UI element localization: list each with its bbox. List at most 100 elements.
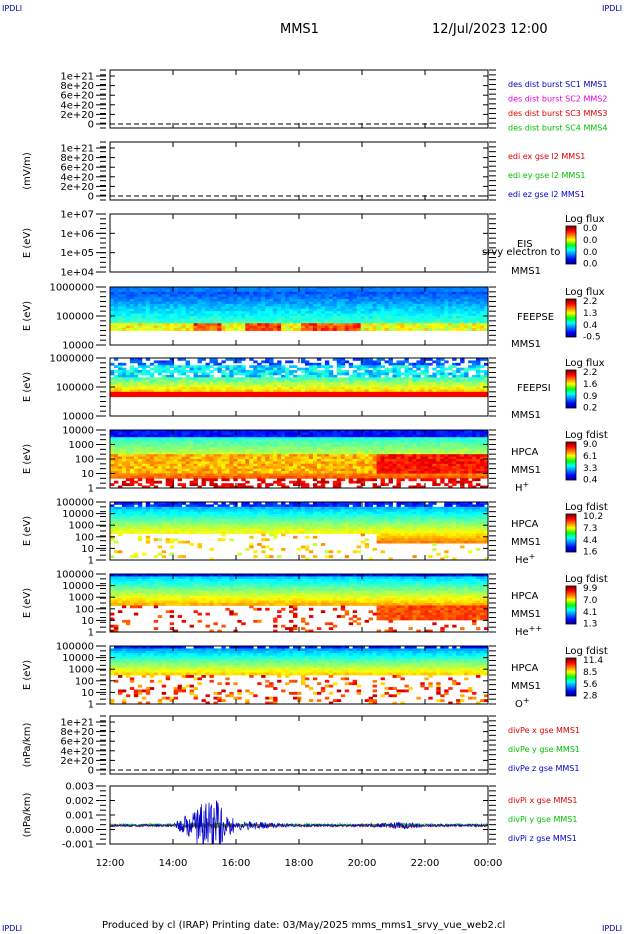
spacecraft-label: MMS1 [511, 266, 541, 277]
y-tick-label: 0 [88, 766, 94, 777]
colorbar-tick-label: 0.4 [583, 476, 598, 486]
series-line-3 [110, 800, 488, 844]
y-tick-label: 100000 [56, 383, 94, 394]
y-tick-label: 0.002 [65, 796, 94, 807]
colorbar-tick-label: 7.0 [583, 596, 598, 606]
p11-ylabel: (nPa/km) [22, 793, 33, 838]
p3-ylabel: E (eV) [22, 228, 33, 258]
overlapping-label: srvy electron to [482, 247, 560, 258]
p9-spectrogram [110, 646, 488, 704]
p7-spectrogram [110, 502, 488, 560]
colorbar-tick-label: 2.2 [583, 297, 597, 307]
x-tick-label: 12:00 [96, 858, 125, 869]
instrument-label: HPCA [511, 591, 539, 602]
colorbar-tick-label: 9.0 [583, 440, 598, 450]
colorbar [565, 225, 577, 265]
y-tick-label: 10000 [62, 653, 94, 664]
legend-entry: edi ex gse l2 MMS1 [508, 152, 585, 161]
y-tick-label: 1e+21 [60, 72, 94, 83]
y-tick-label: 100 [75, 676, 94, 687]
y-tick-label: 8e+20 [60, 81, 94, 92]
y-tick-label: 4e+20 [60, 746, 94, 757]
y-tick-label: 1000000 [49, 354, 94, 365]
colorbar-tick-label: 7.3 [583, 524, 597, 534]
y-tick-label: 1 [88, 484, 94, 495]
instrument-label: HPCA [511, 663, 539, 674]
y-tick-label: 10 [81, 688, 94, 699]
legend-entry: divPi x gse MMS1 [508, 796, 577, 805]
corner-label-top-right: IPDLI [602, 4, 623, 13]
instrument-label: HPCA [511, 519, 539, 530]
legend-entry: divPi z gse MMS1 [508, 834, 577, 843]
p9-ylabel: E (eV) [22, 660, 33, 690]
colorbar-tick-label: 1.3 [583, 620, 597, 630]
y-tick-label: 0.000 [65, 825, 94, 836]
y-tick-label: 0.001 [65, 811, 94, 822]
colorbar-title: Log fdist [565, 430, 608, 441]
colorbar-title: Log fdist [565, 574, 608, 585]
y-tick-label: 4e+20 [60, 100, 94, 111]
p10-ylabel: (nPa/km) [22, 723, 33, 768]
plot-title: MMS1 [280, 22, 319, 37]
y-tick-label: 1000 [69, 593, 94, 604]
p5-ylabel: E (eV) [22, 372, 33, 402]
y-tick-label: 4e+20 [60, 172, 94, 183]
spacecraft-label: MMS1 [511, 465, 541, 476]
y-tick-label: 100000 [56, 642, 94, 653]
corner-label-bottom-left: IPDLI [2, 924, 23, 933]
p10-frame [109, 715, 489, 775]
y-tick-label: 8e+20 [60, 153, 94, 164]
p3-frame [109, 213, 489, 273]
species-label: He+ [515, 552, 535, 566]
p11-series [110, 800, 488, 844]
y-tick-label: 100000 [56, 312, 94, 323]
legend-entry: des dist burst SC4 MMS4 [508, 124, 607, 133]
y-tick-label: 0.003 [65, 782, 94, 793]
colorbar-tick-label: 1.3 [583, 309, 597, 319]
legend-entry: divPe y gse MMS1 [508, 745, 580, 754]
colorbar-tick-label: 10.2 [583, 512, 603, 522]
x-tick-label: 00:00 [474, 858, 503, 869]
y-tick-label: 10000 [62, 341, 94, 352]
colorbar [565, 369, 577, 409]
colorbar-tick-label: 0.2 [583, 404, 597, 414]
y-tick-label: 2e+20 [60, 110, 94, 121]
y-tick-label: 1e+05 [60, 248, 94, 259]
x-tick-label: 22:00 [411, 858, 440, 869]
panel-p11: 0.003 0.002 0.001 0.000 -0.001 (nPa/km) divPi … [22, 782, 577, 851]
y-tick-label: 10000 [62, 581, 94, 592]
corner-label-top-left: IPDLI [2, 4, 23, 13]
spacecraft-label: MMS1 [511, 537, 541, 548]
panel-p5: 1000000 100000 10000 E (eV) FEEPSI MMS1 Log fl… [22, 354, 605, 423]
y-tick-label: 1 [88, 556, 94, 567]
colorbar-tick-label: 2.2 [583, 368, 597, 378]
panel-p4: 1000000 100000 10000 E (eV) FEEPSE MMS1 Log fl… [22, 283, 605, 352]
colorbar-tick-label: 0.0 [583, 248, 598, 258]
panel-p3: 1e+07 1e+06 1e+05 1e+04 E (eV) EIS MMS1 srvy el… [22, 210, 605, 279]
spacecraft-label: MMS1 [511, 339, 541, 350]
legend-entry: edi ey gse l2 MMS1 [508, 171, 586, 180]
colorbar-tick-label: 0.0 [583, 224, 598, 234]
colorbar-title: Log fdist [565, 646, 608, 657]
p5-spectrogram [110, 358, 488, 398]
colorbar-tick-label: 0.0 [583, 236, 598, 246]
p8-ylabel: E (eV) [22, 588, 33, 618]
spacecraft-label: MMS1 [511, 681, 541, 692]
p7-ylabel: E (eV) [22, 516, 33, 546]
p11-frame [109, 785, 489, 845]
legend-entry: divPi y gse MMS1 [508, 815, 577, 824]
colorbar [565, 441, 577, 481]
colorbar [565, 657, 577, 697]
colorbar-tick-label: 11.4 [583, 656, 603, 666]
legend-entry: divPe z gse MMS1 [508, 764, 579, 773]
y-tick-label: 1000 [69, 665, 94, 676]
colorbar-title: Log flux [565, 214, 605, 225]
y-tick-label: 10 [81, 469, 94, 480]
y-tick-label: 0 [88, 120, 94, 131]
y-tick-label: 100000 [56, 570, 94, 581]
